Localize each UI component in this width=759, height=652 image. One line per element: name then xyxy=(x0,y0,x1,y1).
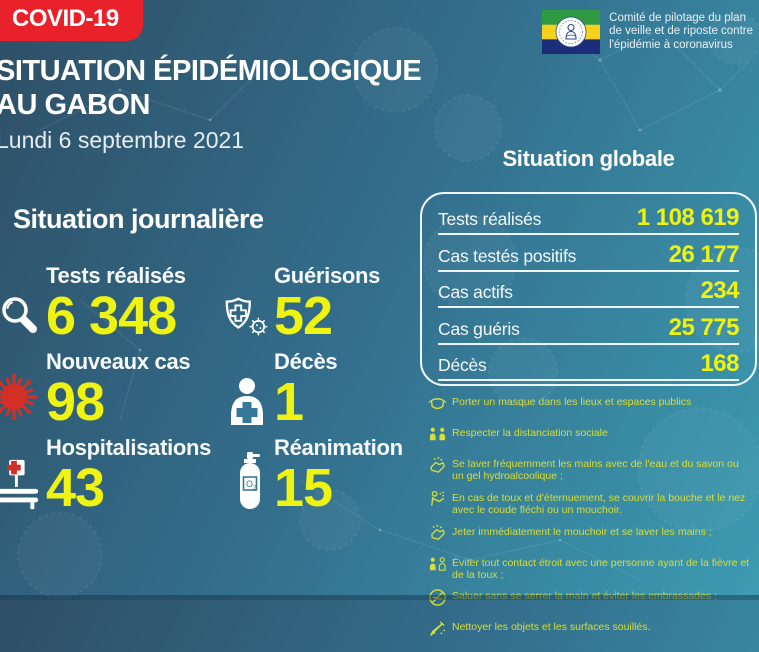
stat-reanimation: O 2 Réanimation 15 xyxy=(222,435,403,518)
gabon-flag-logo xyxy=(542,10,601,54)
title-line-2: AU GABON xyxy=(0,89,150,122)
hand-wash-icon xyxy=(428,456,452,480)
stat-tests: Tests réalisés 6 348 xyxy=(0,263,186,346)
table-row: Cas actifs 234 xyxy=(438,272,739,309)
global-positifs-value: 26 177 xyxy=(668,240,740,268)
committee-title: Comité de pilotage du plan de veille et … xyxy=(609,12,753,51)
list-item: Porter un masque dans les lieux et espac… xyxy=(428,396,752,418)
list-item: Respecter la distanciation sociale xyxy=(428,427,752,449)
stat-nouveaux-cas: Nouveaux cas 98 xyxy=(0,349,191,432)
guideline-text: Saluer sans se serrer la main et éviter … xyxy=(452,590,717,603)
global-section-heading: Situation globale xyxy=(502,146,675,171)
daily-section-heading: Situation journalière xyxy=(13,204,264,234)
global-actifs-value: 234 xyxy=(700,277,739,305)
stat-hospitalisations-value: 43 xyxy=(46,458,105,518)
virus-icon xyxy=(0,369,42,425)
guideline-text: Éviter tout contact étroit avec une pers… xyxy=(452,556,750,581)
stat-deces: Décès 1 xyxy=(222,349,338,432)
stat-tests-label: Tests réalisés xyxy=(46,263,186,288)
guideline-text: Se laver fréquemment les mains avec de l… xyxy=(452,458,739,483)
svg-text:O: O xyxy=(246,479,253,489)
global-deces-value: 168 xyxy=(700,350,739,378)
stat-nouveaux-cas-label: Nouveaux cas xyxy=(46,349,191,374)
table-row: Tests réalisés 1 108 619 xyxy=(438,199,740,236)
stat-guerisons-value: 52 xyxy=(274,286,333,346)
mask-icon xyxy=(428,394,452,418)
no-handshake-icon xyxy=(428,588,452,612)
bottom-edge-strip xyxy=(0,595,759,600)
list-item: Saluer sans se serrer la main et éviter … xyxy=(428,588,752,612)
committee-header: Comité de pilotage du plan de veille et … xyxy=(542,10,753,54)
avoid-contact-icon xyxy=(428,555,452,579)
global-actifs-label: Cas actifs xyxy=(438,282,513,303)
stat-tests-value: 6 348 xyxy=(46,286,177,346)
list-item: Jeter immédiatement le mouchoir et se la… xyxy=(428,524,752,548)
hospital-bed-icon xyxy=(0,459,42,511)
stat-deces-label: Décès xyxy=(274,349,338,374)
global-summary-table: Tests réalisés 1 108 619 Cas testés posi… xyxy=(420,192,757,386)
page-title: SITUATION ÉPIDÉMIOLOGIQUE AU GABON Lundi… xyxy=(0,54,422,154)
guideline-text: Respecter la distanciation sociale xyxy=(452,427,608,439)
committee-line-2: de veille et de riposte contre xyxy=(609,25,753,38)
oxygen-tank-icon: O 2 xyxy=(222,451,268,511)
covid-badge: COVID-19 xyxy=(0,0,143,41)
title-line-1: SITUATION ÉPIDÉMIOLOGIQUE xyxy=(0,55,422,87)
list-item: Se laver fréquemment les mains avec de l… xyxy=(428,456,752,483)
covid-badge-label: COVID-19 xyxy=(12,5,119,32)
clean-surfaces-icon xyxy=(428,619,452,643)
throw-tissue-icon xyxy=(428,524,452,548)
guideline-text: Jeter immédiatement le mouchoir et se la… xyxy=(452,525,712,538)
stat-hospitalisations-label: Hospitalisations xyxy=(46,435,212,460)
global-tests-value: 1 108 619 xyxy=(636,204,740,232)
global-gueris-label: Cas guéris xyxy=(438,318,520,339)
magnifier-icon xyxy=(0,295,42,339)
shield-cross-virus-icon xyxy=(222,295,268,339)
global-deces-label: Décès xyxy=(438,355,487,376)
stat-guerisons-label: Guérisons xyxy=(274,263,381,288)
person-cross-icon xyxy=(222,377,268,426)
global-tests-label: Tests réalisés xyxy=(438,209,542,230)
global-positifs-label: Cas testés positifs xyxy=(438,245,577,266)
stat-reanimation-value: 15 xyxy=(274,458,333,518)
list-item: Nettoyer les objets et les surfaces soui… xyxy=(428,621,752,643)
svg-text:2: 2 xyxy=(253,486,257,492)
stat-nouveaux-cas-value: 98 xyxy=(46,372,105,432)
prevention-guidelines: Porter un masque dans les lieux et espac… xyxy=(428,396,752,652)
global-gueris-value: 25 775 xyxy=(668,313,740,341)
list-item: Éviter tout contact étroit avec une pers… xyxy=(428,557,752,582)
stat-hospitalisations: Hospitalisations 43 xyxy=(0,435,212,518)
guideline-text: Nettoyer les objets et les surfaces soui… xyxy=(452,621,651,634)
cough-elbow-icon xyxy=(428,490,452,514)
committee-line-1: Comité de pilotage du plan xyxy=(609,12,746,25)
table-row: Cas guéris 25 775 xyxy=(438,308,740,345)
table-row: Décès 168 xyxy=(438,345,739,382)
guideline-text: Porter un masque dans les lieux et espac… xyxy=(452,396,692,408)
stat-guerisons: Guérisons 52 xyxy=(222,263,381,346)
list-item: En cas de toux et d'éternuement, se couv… xyxy=(428,490,752,517)
stat-reanimation-label: Réanimation xyxy=(274,435,403,460)
report-date: Lundi 6 septembre 2021 xyxy=(0,127,245,154)
stat-deces-value: 1 xyxy=(274,372,304,432)
guideline-text: En cas de toux et d'éternuement, se couv… xyxy=(452,491,746,517)
table-row: Cas testés positifs 26 177 xyxy=(438,235,740,272)
social-distance-icon xyxy=(428,425,452,449)
committee-line-3: l'épidémie à coronavirus xyxy=(609,38,733,51)
